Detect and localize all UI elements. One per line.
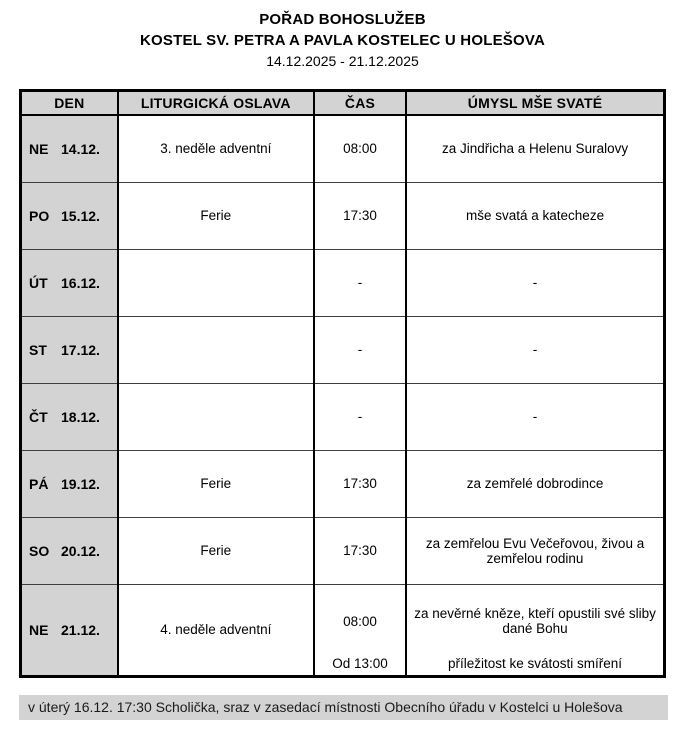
intention-cell: za zemřelou Evu Večeřovou, živou a zemře… (405, 516, 666, 585)
day-date: 20.12. (61, 542, 100, 559)
date-range: 14.12.2025 - 21.12.2025 (266, 53, 419, 69)
day-cell: ČT 18.12. (19, 382, 119, 451)
day-abbreviation: ČT (29, 408, 48, 425)
footer-note: v úterý 16.12. 17:30 Scholička, sraz v z… (19, 694, 668, 720)
page-subtitle: KOSTEL SV. PETRA A PAVLA KOSTELEC U HOLE… (140, 32, 545, 49)
intention-cell: za Jindřicha a Helenu Suralovy (405, 114, 666, 183)
time-cell-stack: 08:00 Od 13:00 (319, 585, 401, 675)
time-cell: 08:00 Od 13:00 (312, 583, 408, 677)
intention-cell: mše svatá a katecheze (405, 181, 666, 250)
intention-cell: - (405, 315, 666, 384)
table-row: SO 20.12. Ferie 17:30 za zemřelou Evu Večeřo… (19, 516, 666, 585)
intention-cell: - (405, 382, 666, 451)
day-cell: SO 20.12. (19, 516, 119, 585)
day-cell: NE 14.12. (19, 114, 119, 183)
intention-cell-entry: příležitost ke svátosti smíření (448, 655, 623, 671)
celebration-cell (116, 382, 315, 451)
time-cell: 17:30 (312, 449, 408, 518)
day-date: 21.12. (61, 621, 100, 638)
day-cell: ÚT 16.12. (19, 248, 119, 317)
title-block: POŘAD BOHOSLUŽEB KOSTEL SV. PETRA A PAVL… (0, 0, 685, 72)
day-date: 14.12. (61, 140, 100, 157)
mass-schedule-table: DEN LITURGICKÁ OSLAVA ČAS ÚMYSL MŠE SVAT… (19, 89, 666, 678)
table-row: PO 15.12. Ferie 17:30 mše svatá a katecheze (19, 181, 666, 250)
day-abbreviation: PO (29, 207, 50, 224)
column-header-celebration: LITURGICKÁ OSLAVA (116, 90, 315, 116)
day-abbreviation: ÚT (29, 274, 48, 291)
celebration-cell: Ferie (116, 449, 315, 518)
day-date: 19.12. (61, 475, 100, 492)
day-abbreviation: SO (29, 542, 50, 559)
time-cell: 17:30 (312, 516, 408, 585)
day-date: 18.12. (61, 408, 100, 425)
time-cell-entry: Od 13:00 (332, 655, 388, 671)
column-header-intention: ÚMYSL MŠE SVATÉ (405, 90, 666, 116)
day-date: 17.12. (61, 341, 100, 358)
intention-cell: za zemřelé dobrodince (405, 449, 666, 518)
day-abbreviation: NE (29, 621, 49, 638)
day-cell: ST 17.12. (19, 315, 119, 384)
table-header-row: DEN LITURGICKÁ OSLAVA ČAS ÚMYSL MŠE SVAT… (19, 90, 666, 116)
time-cell: - (312, 248, 408, 317)
time-cell: - (312, 382, 408, 451)
time-cell: 17:30 (312, 181, 408, 250)
table-row: NE 14.12. 3. neděle adventní 08:00 za Jindři… (19, 114, 666, 183)
day-cell: PÁ 19.12. (19, 449, 119, 518)
intention-cell-entry: za nevěrné kněze, kteří opustili své sli… (414, 606, 656, 636)
table-row: ST 17.12. - - (19, 315, 666, 384)
celebration-cell (116, 248, 315, 317)
table-row: NE 21.12. 4. neděle adventní 08:00 Od 13:00 z… (19, 583, 666, 677)
day-date: 15.12. (61, 207, 100, 224)
celebration-cell: Ferie (116, 181, 315, 250)
intention-cell: - (405, 248, 666, 317)
day-abbreviation: NE (29, 140, 49, 157)
day-cell: PO 15.12. (19, 181, 119, 250)
table-row: ČT 18.12. - - (19, 382, 666, 451)
page-title: POŘAD BOHOSLUŽEB (259, 11, 426, 28)
celebration-cell: Ferie (116, 516, 315, 585)
celebration-cell (116, 315, 315, 384)
day-abbreviation: ST (29, 341, 47, 358)
column-header-time: ČAS (312, 90, 408, 116)
time-cell: - (312, 315, 408, 384)
day-abbreviation: PÁ (29, 475, 49, 492)
day-date: 16.12. (61, 274, 100, 291)
celebration-cell: 4. neděle adventní (116, 583, 315, 677)
time-cell-entry: 08:00 (343, 613, 377, 629)
table-row: PÁ 19.12. Ferie 17:30 za zemřelé dobrodince (19, 449, 666, 518)
column-header-day: DEN (19, 90, 119, 116)
intention-cell-stack: za nevěrné kněze, kteří opustili své sli… (411, 585, 659, 675)
table-row: ÚT 16.12. - - (19, 248, 666, 317)
celebration-cell: 3. neděle adventní (116, 114, 315, 183)
intention-cell: za nevěrné kněze, kteří opustili své sli… (405, 583, 666, 677)
day-cell: NE 21.12. (19, 583, 119, 677)
time-cell: 08:00 (312, 114, 408, 183)
